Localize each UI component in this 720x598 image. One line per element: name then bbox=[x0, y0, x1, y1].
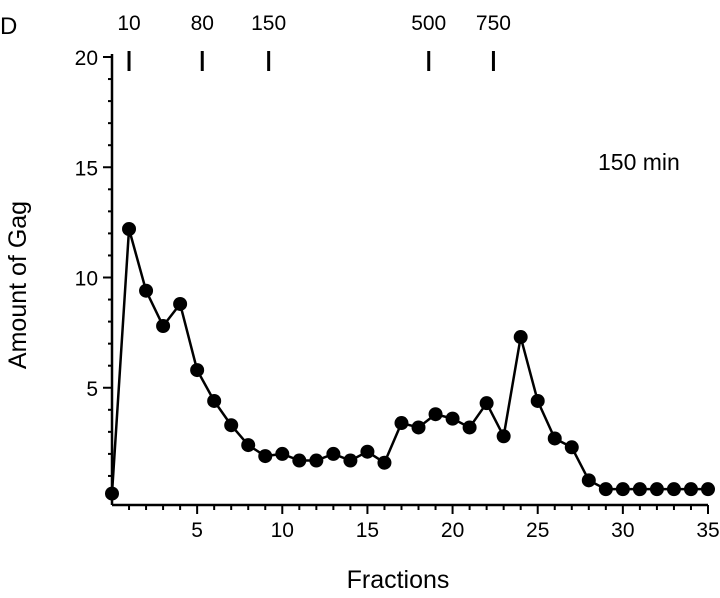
data-point bbox=[683, 482, 698, 497]
y-tick-label: 15 bbox=[75, 157, 98, 180]
data-point bbox=[598, 482, 613, 497]
data-point bbox=[241, 438, 256, 453]
data-point bbox=[496, 429, 511, 444]
data-point bbox=[701, 482, 715, 497]
data-point bbox=[445, 411, 460, 426]
x-tick-label: 15 bbox=[356, 519, 379, 542]
data-point bbox=[139, 283, 154, 298]
data-point bbox=[411, 420, 426, 435]
x-tick-label: 20 bbox=[441, 519, 464, 542]
data-point bbox=[564, 440, 579, 455]
time-annotation: 150 min bbox=[598, 149, 680, 175]
x-axis-label: Fractions bbox=[347, 566, 450, 594]
data-point bbox=[207, 393, 222, 408]
y-tick-label: 5 bbox=[86, 378, 98, 401]
data-point bbox=[547, 431, 562, 446]
x-tick-label: 25 bbox=[526, 519, 549, 542]
data-point bbox=[173, 296, 188, 311]
x-tick-label: 30 bbox=[611, 519, 634, 542]
y-axis-label: Amount of Gag bbox=[4, 201, 32, 369]
size-marker-label: 500 bbox=[411, 12, 446, 35]
size-marker-label: 750 bbox=[476, 12, 511, 35]
data-point bbox=[581, 473, 596, 488]
x-tick-label: 35 bbox=[696, 519, 719, 542]
data-point bbox=[343, 453, 358, 468]
size-marker-label: 150 bbox=[251, 12, 286, 35]
data-point bbox=[479, 396, 494, 411]
data-point bbox=[275, 446, 290, 461]
y-tick-label: 10 bbox=[75, 268, 98, 291]
data-point bbox=[105, 486, 119, 501]
data-point bbox=[377, 455, 392, 470]
data-point bbox=[428, 407, 443, 422]
series-line bbox=[110, 227, 708, 494]
data-point bbox=[122, 221, 137, 236]
y-tick-label: 20 bbox=[75, 47, 98, 70]
size-marker-label: 10 bbox=[117, 12, 140, 35]
data-point bbox=[649, 482, 664, 497]
x-tick-label: 10 bbox=[271, 519, 294, 542]
data-point bbox=[462, 420, 477, 435]
data-point bbox=[309, 453, 324, 468]
size-marker-label: 80 bbox=[191, 12, 214, 35]
data-point bbox=[292, 453, 307, 468]
data-point bbox=[190, 363, 205, 378]
data-point bbox=[632, 482, 647, 497]
data-point bbox=[360, 444, 375, 459]
data-point bbox=[258, 449, 273, 464]
data-point bbox=[224, 418, 239, 433]
data-point bbox=[156, 319, 171, 334]
x-tick-label: 5 bbox=[191, 519, 203, 542]
data-point bbox=[666, 482, 681, 497]
data-point bbox=[615, 482, 630, 497]
data-point bbox=[530, 393, 545, 408]
data-point bbox=[513, 330, 528, 345]
data-point bbox=[394, 416, 409, 431]
panel-label: D bbox=[0, 13, 17, 40]
data-point bbox=[326, 446, 341, 461]
